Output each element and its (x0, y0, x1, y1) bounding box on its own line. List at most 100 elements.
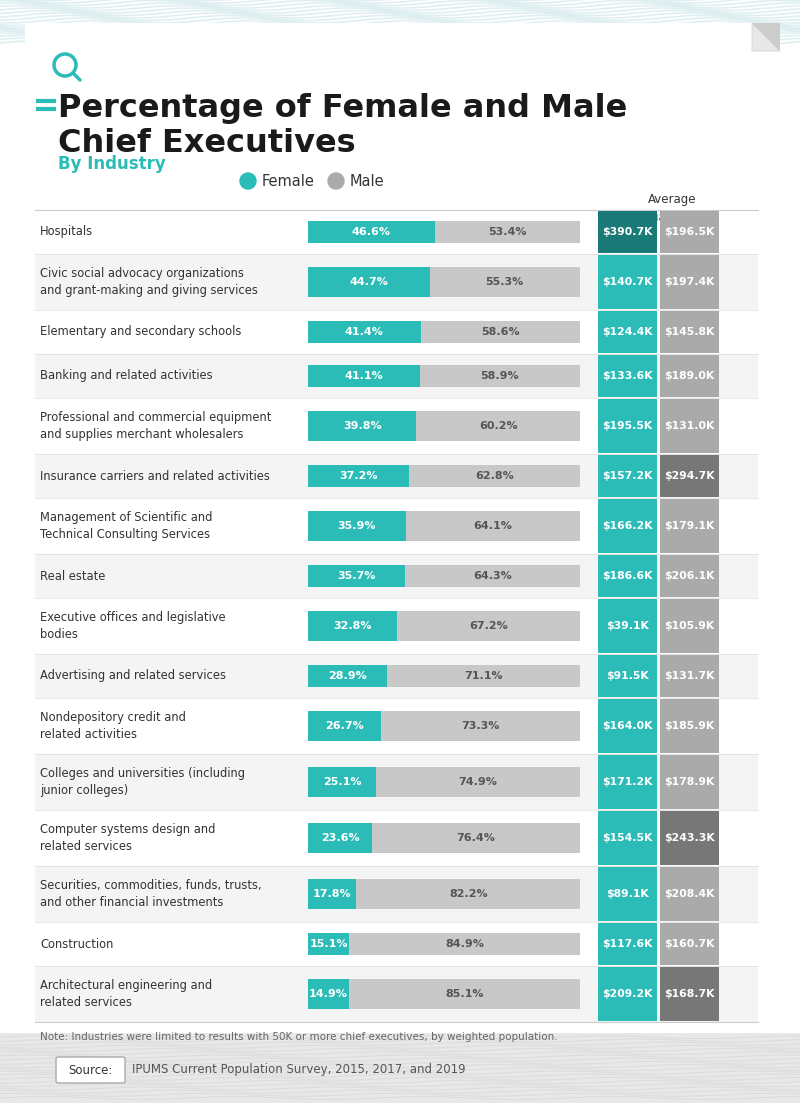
Text: 26.7%: 26.7% (325, 721, 364, 731)
Bar (598, 355, 657, 397)
Bar (598, 867, 657, 921)
Bar (308, 221, 434, 244)
Bar (598, 811, 657, 865)
Text: $39.1K: $39.1K (606, 621, 649, 631)
Text: 39.8%: 39.8% (343, 421, 382, 431)
Text: $186.6K: $186.6K (602, 571, 653, 581)
Bar (405, 565, 580, 588)
Text: 62.8%: 62.8% (475, 471, 514, 481)
Text: 67.2%: 67.2% (470, 621, 508, 631)
Bar (308, 512, 406, 540)
Bar (35, 310, 758, 354)
Text: $189.0K: $189.0K (664, 371, 714, 381)
Bar (660, 456, 719, 497)
Text: 84.9%: 84.9% (445, 939, 484, 949)
Text: $168.7K: $168.7K (664, 989, 714, 999)
Text: 44.7%: 44.7% (350, 277, 388, 287)
Text: 74.9%: 74.9% (458, 777, 498, 788)
Text: $171.2K: $171.2K (602, 777, 653, 788)
Text: $140.7K: $140.7K (602, 277, 653, 287)
Polygon shape (752, 23, 780, 51)
Bar (308, 711, 381, 740)
Bar (35, 354, 758, 398)
Circle shape (328, 173, 344, 189)
Text: Management of Scientific and
Technical Consulting Services: Management of Scientific and Technical C… (40, 512, 212, 540)
Bar (660, 355, 719, 397)
Text: Note: Industries were limited to results with 50K or more chief executives, by w: Note: Industries were limited to results… (40, 1032, 558, 1042)
Bar (598, 211, 657, 253)
Text: $195.5K: $195.5K (602, 421, 653, 431)
Text: $390.7K: $390.7K (602, 227, 653, 237)
Circle shape (240, 173, 256, 189)
Bar (35, 754, 758, 810)
Bar (598, 456, 657, 497)
Bar (376, 768, 580, 796)
Text: 28.9%: 28.9% (328, 671, 366, 681)
Text: $178.9K: $178.9K (664, 777, 714, 788)
Text: $196.5K: $196.5K (664, 227, 714, 237)
Text: Nondepository credit and
related activities: Nondepository credit and related activit… (40, 711, 186, 741)
Bar (598, 255, 657, 309)
Bar (660, 311, 719, 353)
Bar (35, 966, 758, 1022)
Text: 58.6%: 58.6% (481, 326, 520, 338)
Text: Insurance carriers and related activities: Insurance carriers and related activitie… (40, 470, 270, 482)
Text: $164.0K: $164.0K (602, 721, 653, 731)
Text: $105.9K: $105.9K (664, 621, 714, 631)
Text: Source:: Source: (68, 1063, 112, 1077)
Text: 25.1%: 25.1% (323, 777, 362, 788)
Bar (598, 699, 657, 753)
Text: $124.4K: $124.4K (602, 326, 653, 338)
Text: Male: Male (350, 173, 385, 189)
Text: Securities, commodities, funds, trusts,
and other financial investments: Securities, commodities, funds, trusts, … (40, 879, 262, 909)
Text: $208.4K: $208.4K (664, 889, 714, 899)
Bar (598, 599, 657, 653)
Bar (308, 824, 372, 853)
Text: $131.0K: $131.0K (664, 421, 714, 431)
Bar (308, 321, 421, 343)
Bar (308, 979, 349, 1008)
Bar (35, 922, 758, 966)
Text: By Industry: By Industry (58, 156, 166, 173)
Bar (308, 267, 430, 297)
Bar (660, 811, 719, 865)
Text: 85.1%: 85.1% (445, 989, 483, 999)
Text: $117.6K: $117.6K (602, 939, 653, 949)
Text: $145.8K: $145.8K (664, 326, 714, 338)
Text: 58.9%: 58.9% (481, 371, 519, 381)
Bar (35, 654, 758, 698)
FancyBboxPatch shape (25, 23, 775, 1043)
Text: 17.8%: 17.8% (313, 889, 351, 899)
Text: $131.7K: $131.7K (664, 671, 714, 681)
Bar (372, 824, 580, 853)
Bar (308, 411, 416, 440)
Bar (35, 254, 758, 310)
Text: Computer systems design and
related services: Computer systems design and related serv… (40, 823, 215, 853)
Text: 41.1%: 41.1% (345, 371, 383, 381)
Text: Construction: Construction (40, 938, 114, 951)
Text: Banking and related activities: Banking and related activities (40, 370, 213, 383)
Text: $209.2K: $209.2K (602, 989, 653, 999)
Bar (35, 866, 758, 922)
Text: 64.3%: 64.3% (473, 571, 512, 581)
Text: 32.8%: 32.8% (334, 621, 372, 631)
Text: 46.6%: 46.6% (352, 227, 391, 237)
Bar (598, 499, 657, 553)
Bar (434, 221, 580, 244)
Bar (660, 699, 719, 753)
Text: 23.6%: 23.6% (321, 833, 359, 843)
Text: Real estate: Real estate (40, 569, 106, 582)
Text: $91.5K: $91.5K (606, 671, 649, 681)
Bar (598, 655, 657, 697)
Text: 35.7%: 35.7% (338, 571, 376, 581)
Text: $294.7K: $294.7K (664, 471, 715, 481)
Text: 35.9%: 35.9% (338, 521, 376, 531)
Text: $243.3K: $243.3K (664, 833, 715, 843)
Bar (409, 464, 580, 488)
Bar (598, 923, 657, 965)
Bar (598, 555, 657, 597)
Text: $157.2K: $157.2K (602, 471, 653, 481)
Text: $133.6K: $133.6K (602, 371, 653, 381)
Bar (660, 655, 719, 697)
Bar (381, 711, 580, 740)
